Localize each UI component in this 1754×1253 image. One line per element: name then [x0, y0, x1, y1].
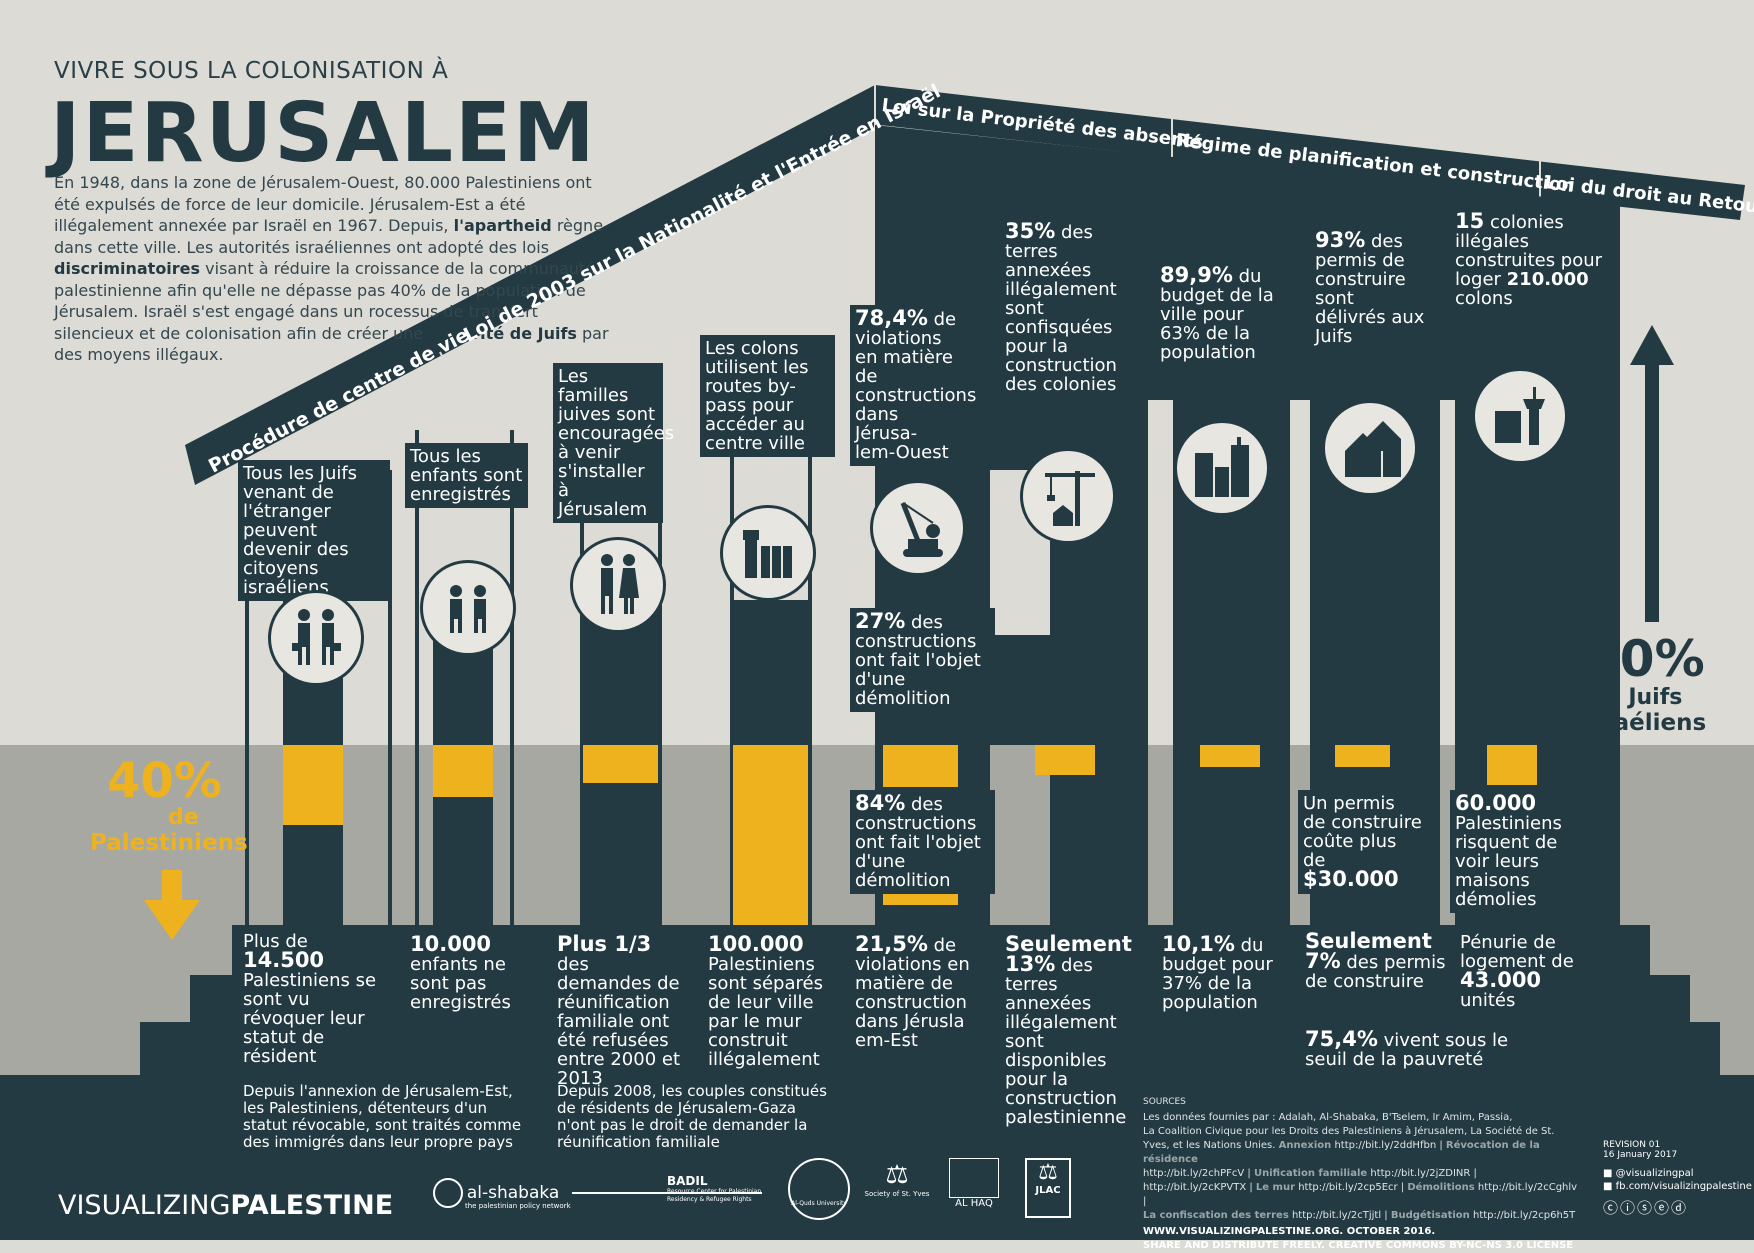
- houses-icon: [1322, 400, 1418, 496]
- twitter-icon: ■: [1603, 1168, 1616, 1179]
- construction-crane-icon: [1020, 448, 1116, 544]
- jlac-logo: ⚖ JLAC: [1025, 1158, 1071, 1218]
- revision-label: REVISION 01: [1603, 1140, 1661, 1150]
- yellow-levels: [283, 745, 1537, 945]
- col5-mid-box-1: 27% des constructions ont fait l'objet d…: [850, 608, 995, 712]
- col7-bottom-text: 10,1% du budget pour 37% de la populatio…: [1162, 932, 1273, 1013]
- sources-block: SOURCES Les données fournies par : Adala…: [1143, 1097, 1578, 1251]
- steps: [0, 925, 1754, 1240]
- demolition-crane-icon: [870, 480, 966, 576]
- scales-icon: ⚖: [885, 1160, 909, 1190]
- palestinians-de: de: [168, 805, 199, 830]
- watchtower-icon: [1472, 368, 1568, 464]
- palestinians-label: Palestiniens: [90, 830, 248, 856]
- col4-bottom-text: 100.000 Palestiniens sont séparés de leu…: [708, 932, 823, 1070]
- col8-mid-box: Un permis de construire coûte plus de $3…: [1298, 790, 1428, 894]
- col9-bottom-text: Pénurie de logement de 43.000 unités: [1460, 932, 1574, 1011]
- facebook-icon: ■: [1603, 1181, 1616, 1192]
- twitter-link[interactable]: ■ @visualizingpal: [1603, 1168, 1694, 1179]
- jews-label: Israéliens: [1580, 710, 1707, 736]
- wall-icon: [720, 505, 816, 601]
- col9-top-box: 15 colonies illégales construites pour l…: [1450, 208, 1615, 312]
- walking-family-icon: [268, 590, 364, 686]
- scales-icon: ⚖: [1038, 1160, 1058, 1185]
- main-title: JERUSALEM: [50, 86, 597, 181]
- col8-top-box: 93% des permis de construire sont délivr…: [1310, 227, 1435, 350]
- alhaq-logo: AL HAQ: [948, 1158, 1000, 1209]
- col6-top-box: 35% des terres annexées illégalement son…: [1000, 218, 1140, 398]
- styves-logo: ⚖ Society of St. Yves: [862, 1160, 932, 1198]
- col8-bottom-text: Seulement 7% des permis de construire: [1305, 929, 1446, 992]
- revision-date: 16 January 2017: [1603, 1150, 1678, 1160]
- creative-commons-icon: ⓒⓘⓢⓔⓓ: [1603, 1199, 1689, 1217]
- col8-bottom-text-2: 75,4% vivent sous le seuil de la pauvret…: [1305, 1027, 1509, 1070]
- col3-bottom-text: Plus 1/3 des demandes de réunification f…: [557, 932, 681, 1089]
- col1-top-box: Tous les Juifs venant de l'étranger peuv…: [238, 460, 390, 601]
- alquds-logo: Al-Quds University: [788, 1158, 850, 1220]
- col6-bottom-text: Seulement 13% des terres annexées illéga…: [1005, 932, 1132, 1128]
- city-buildings-icon: [1174, 420, 1270, 516]
- alshabaka-logo: al-shabaka the palestinian policy networ…: [433, 1178, 571, 1210]
- jews-percent: 60%: [1585, 630, 1705, 688]
- kicker-title: VIVRE SOUS LA COLONISATION À: [54, 58, 449, 84]
- col3-top-box: Les familles juives sont encouragées à v…: [553, 363, 674, 523]
- intro-paragraph: En 1948, dans la zone de Jérusalem-Ouest…: [54, 173, 609, 364]
- col2-top-box: Tous les enfants sont enregistrés: [405, 443, 528, 508]
- badil-logo: BADIL Resource Center for Palestinian Re…: [572, 1172, 767, 1204]
- col5-mid-box-2: 84% des constructions ont fait l'objet d…: [850, 790, 995, 894]
- col4-top-box: Les colons utilisent les routes by-pass …: [700, 335, 835, 457]
- col1-bottom-text: Plus de 14.500 Palestiniens se sont vu r…: [243, 931, 377, 1067]
- brand-logo: VISUALIZINGPALESTINE: [58, 1190, 394, 1221]
- roof: [185, 85, 1745, 485]
- family-icon: [570, 537, 666, 633]
- col9-mid-box: 60.000 Palestiniens risquent de voir leu…: [1450, 790, 1595, 913]
- col7-top-box: 89,9% du budget de la ville pour 63% de …: [1155, 262, 1285, 366]
- facebook-link[interactable]: ■ fb.com/visualizingpalestine: [1603, 1181, 1752, 1192]
- col5-top-box: 78,4% de violations en matière de constr…: [850, 305, 976, 466]
- col2-bottom-text: 10.000 enfants ne sont pas enregistrés: [410, 932, 511, 1013]
- palestinians-percent: 40%: [107, 753, 222, 809]
- footnote-annexion: Depuis l'annexion de Jérusalem-Est, les …: [243, 1082, 522, 1151]
- children-icon: [420, 560, 516, 656]
- footnote-reunification: Depuis 2008, les couples constitués de r…: [557, 1082, 827, 1151]
- col5-bottom-text: 21,5% de violations en matière de constr…: [855, 932, 970, 1051]
- jews-de: de Juifs: [1590, 685, 1683, 710]
